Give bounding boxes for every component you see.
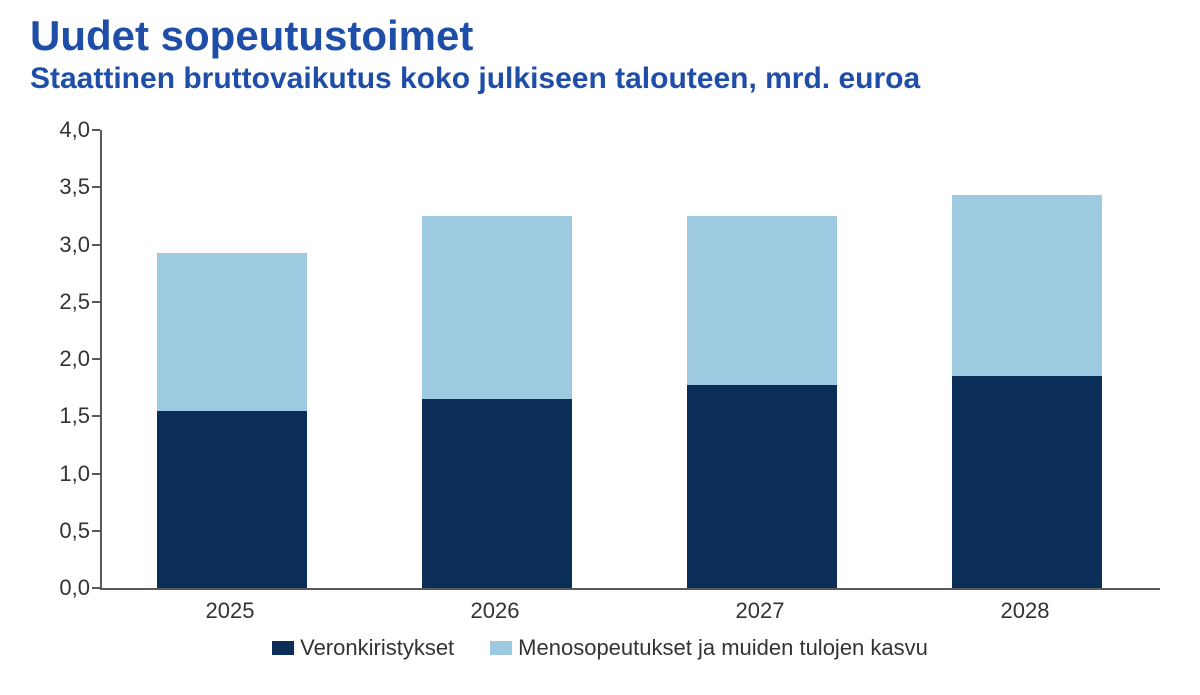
y-axis-tick	[92, 129, 100, 131]
y-axis-tick-label: 2,0	[40, 346, 90, 372]
legend: Veronkiristykset Menosopeutukset ja muide…	[30, 635, 1170, 661]
x-axis-tick-label: 2027	[685, 598, 835, 624]
bar-segment	[157, 253, 307, 411]
bar-segment	[157, 411, 307, 588]
y-axis-tick	[92, 587, 100, 589]
legend-label: Menosopeutukset ja muiden tulojen kasvu	[518, 635, 928, 661]
y-axis-tick	[92, 473, 100, 475]
legend-swatch	[490, 641, 512, 655]
legend-item: Menosopeutukset ja muiden tulojen kasvu	[490, 635, 928, 661]
y-axis-tick	[92, 415, 100, 417]
bar-segment	[952, 376, 1102, 588]
y-axis-tick	[92, 530, 100, 532]
y-axis-tick	[92, 244, 100, 246]
y-axis-tick-label: 3,0	[40, 232, 90, 258]
y-axis-tick-label: 3,5	[40, 174, 90, 200]
y-axis-tick-label: 0,0	[40, 575, 90, 601]
bar-segment	[687, 216, 837, 385]
x-axis-tick-label: 2026	[420, 598, 570, 624]
y-axis-tick	[92, 186, 100, 188]
bar-segment	[952, 195, 1102, 376]
chart-area: Veronkiristykset Menosopeutukset ja muide…	[30, 120, 1170, 690]
bar-segment	[687, 385, 837, 588]
y-axis-tick-label: 4,0	[40, 117, 90, 143]
x-axis-tick-label: 2025	[155, 598, 305, 624]
y-axis-tick-label: 2,5	[40, 289, 90, 315]
y-axis-tick-label: 0,5	[40, 518, 90, 544]
x-axis-tick-label: 2028	[950, 598, 1100, 624]
chart-container: Uudet sopeutustoimet Staattinen bruttova…	[0, 0, 1200, 695]
chart-subtitle: Staattinen bruttovaikutus koko julkiseen…	[30, 62, 920, 96]
y-axis-tick-label: 1,5	[40, 403, 90, 429]
legend-label: Veronkiristykset	[300, 635, 454, 661]
y-axis-tick-label: 1,0	[40, 461, 90, 487]
bar-segment	[422, 399, 572, 588]
y-axis-tick	[92, 301, 100, 303]
y-axis-tick	[92, 358, 100, 360]
bar-segment	[422, 216, 572, 399]
plot-region	[100, 130, 1160, 590]
legend-item: Veronkiristykset	[272, 635, 454, 661]
legend-swatch	[272, 641, 294, 655]
chart-title: Uudet sopeutustoimet	[30, 12, 473, 60]
